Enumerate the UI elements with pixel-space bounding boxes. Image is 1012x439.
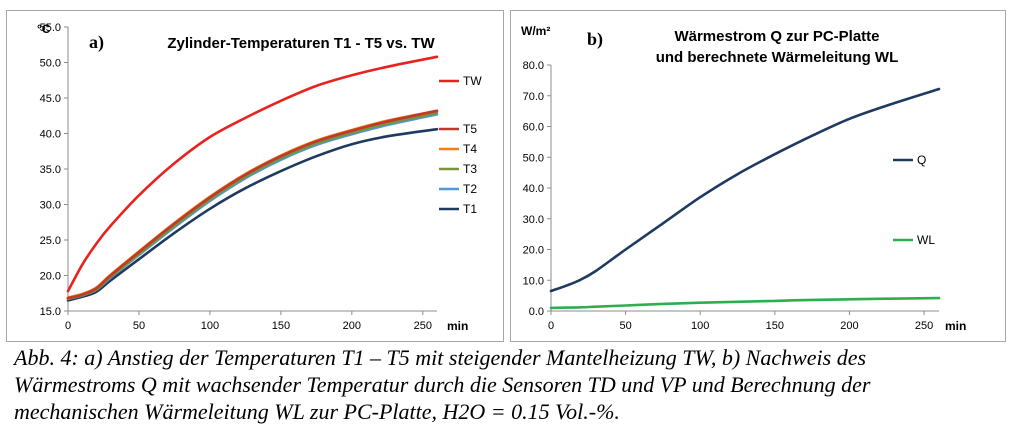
series-line-tw <box>66 55 439 293</box>
series-line-wl <box>549 296 941 310</box>
caption-line-3: mechanischen Wärmeleitung WL zur PC-Plat… <box>14 399 620 424</box>
x-tick-label: 200 <box>343 320 361 332</box>
y-tick-label: 10.0 <box>523 275 544 287</box>
x-tick-label: 50 <box>619 320 631 332</box>
x-tick-label: 100 <box>691 320 709 332</box>
legend-label-wl: WL <box>917 233 935 247</box>
x-tick-label: 100 <box>201 320 219 332</box>
y-tick-label: 70.0 <box>523 91 544 103</box>
y-axis-label: W/m² <box>521 24 550 38</box>
x-tick-label: 0 <box>548 320 554 332</box>
legend-label-t2: T2 <box>463 182 477 196</box>
x-tick-label: 150 <box>272 320 290 332</box>
y-tick-label: 80.0 <box>523 60 544 72</box>
y-tick-label: 50.0 <box>523 152 544 164</box>
y-axis-label: °C <box>37 22 51 36</box>
legend-label-t4: T4 <box>463 142 477 156</box>
y-tick-label: 60.0 <box>523 122 544 134</box>
chart-title-line: Wärmestrom Q zur PC-Platte <box>674 28 879 45</box>
x-tick-label: 150 <box>766 320 784 332</box>
chart-panel-a: 15.0 20.0 25.0 30.0 35.0 40.0 45.0 50.0 55.0 0 50 1… <box>6 10 504 342</box>
chart-panel-b: 0.0 10.0 20.0 30.0 40.0 50.0 60.0 70.0 80.0 0 50 10… <box>510 10 1006 342</box>
series-line-t1 <box>66 127 439 302</box>
x-tick-label: 0 <box>65 320 71 332</box>
heat-flux-chart: 0.0 10.0 20.0 30.0 40.0 50.0 60.0 70.0 80.0 0 50 10… <box>521 24 966 333</box>
y-tick-label: 30.0 <box>523 214 544 226</box>
y-tick-label: 35.0 <box>40 164 61 176</box>
y-tick-label: 40.0 <box>40 129 61 141</box>
legend-label-t1: T1 <box>463 202 477 216</box>
y-tick-label: 25.0 <box>40 235 61 247</box>
y-tick-label: 45.0 <box>40 93 61 105</box>
chart-title-line: und berechnete Wärmeleitung WL <box>656 49 899 66</box>
legend-label-t3: T3 <box>463 162 477 176</box>
legend-label-q: Q <box>917 153 926 167</box>
y-tick-label: 0.0 <box>529 306 544 318</box>
legend-label-t5: T5 <box>463 122 477 136</box>
series-line-q <box>549 87 941 293</box>
caption-line-2: Wärmestroms Q mit wachsender Temperatur … <box>14 372 871 397</box>
y-tick-label: 20.0 <box>40 271 61 283</box>
caption-line-1: Abb. 4: a) Anstieg der Temperaturen T1 –… <box>14 345 867 370</box>
x-tick-label: 250 <box>915 320 933 332</box>
x-tick-label: 200 <box>840 320 858 332</box>
legend-label-tw: TW <box>463 74 482 88</box>
x-axis-label: min <box>447 319 468 333</box>
y-tick-label: 55.0 <box>40 22 61 34</box>
series-line-t5 <box>66 109 439 300</box>
y-tick-label: 30.0 <box>40 200 61 212</box>
y-tick-label: 40.0 <box>523 183 544 195</box>
panel-letter: a) <box>89 32 104 53</box>
figure-caption: Abb. 4: a) Anstieg der Temperaturen T1 –… <box>14 344 1004 425</box>
x-tick-label: 250 <box>414 320 432 332</box>
panel-letter: b) <box>587 29 603 50</box>
x-axis-label: min <box>945 319 966 333</box>
y-tick-label: 50.0 <box>40 58 61 70</box>
y-tick-label: 15.0 <box>40 306 61 318</box>
chart-title: Zylinder-Temperaturen T1 - T5 vs. TW <box>167 35 435 52</box>
y-tick-label: 20.0 <box>523 245 544 257</box>
temperature-chart: 15.0 20.0 25.0 30.0 35.0 40.0 45.0 50.0 55.0 0 50 1… <box>37 22 482 333</box>
x-tick-label: 50 <box>133 320 145 332</box>
